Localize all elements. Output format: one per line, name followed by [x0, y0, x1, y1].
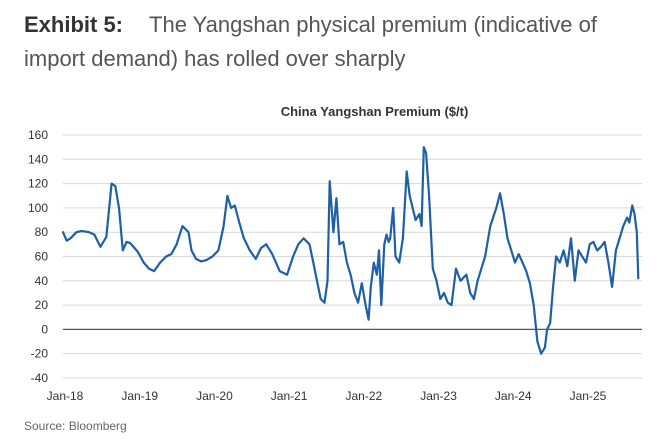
x-tick-label: Jan-22: [345, 389, 382, 403]
x-tick-label: Jan-25: [570, 389, 607, 403]
y-tick-label: 140: [28, 152, 48, 166]
y-tick-label: -20: [31, 347, 49, 361]
y-tick-label: 0: [41, 322, 48, 336]
y-tick-label: 60: [35, 250, 49, 264]
x-tick-label: Jan-24: [495, 389, 532, 403]
source-note: Source: Bloomberg: [24, 419, 127, 433]
x-tick-label: Jan-20: [196, 389, 233, 403]
x-tick-label: Jan-19: [121, 389, 158, 403]
x-tick-label: Jan-23: [420, 389, 457, 403]
y-tick-label: 160: [28, 128, 48, 142]
exhibit-label: Exhibit 5:: [24, 12, 124, 37]
y-tick-label: 40: [35, 274, 49, 288]
y-tick-label: 80: [35, 225, 49, 239]
x-tick-label: Jan-21: [271, 389, 308, 403]
y-tick-label: 100: [28, 201, 48, 215]
y-tick-label: 120: [28, 177, 48, 191]
y-tick-label: -40: [31, 371, 49, 385]
y-tick-label: 20: [35, 298, 49, 312]
series-line: [61, 146, 640, 355]
chart: China Yangshan Premium ($/t) -40 -20 0 20 40 6…: [28, 104, 642, 403]
chart-title: China Yangshan Premium ($/t): [281, 104, 469, 119]
exhibit-caption: Exhibit 5: The Yangshan physical premium …: [24, 8, 654, 76]
x-tick-label: Jan-18: [47, 389, 84, 403]
exhibit-title: The Yangshan physical premium (indicativ…: [24, 12, 597, 71]
